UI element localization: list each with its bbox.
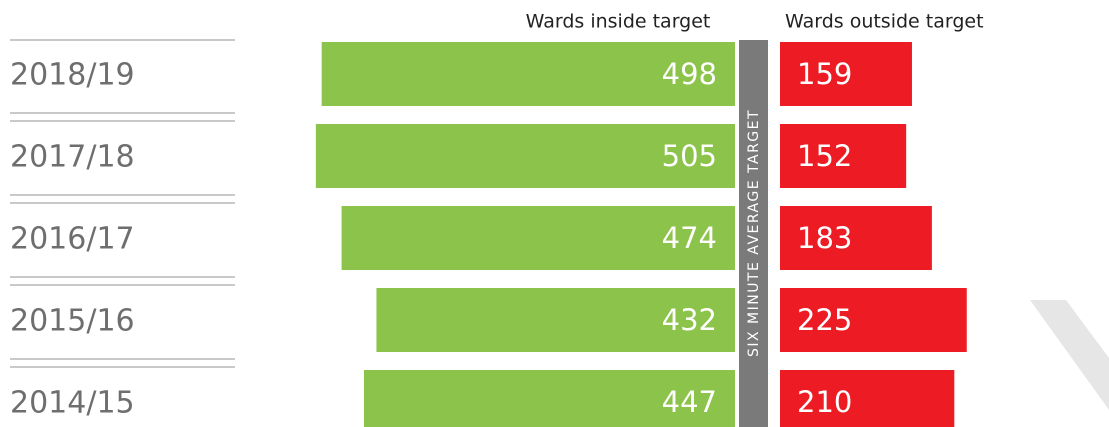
bar bbox=[363, 370, 735, 427]
bar bbox=[780, 370, 955, 427]
value-label: 432 bbox=[662, 303, 717, 337]
target-label: SIX MINUTE AVERAGE TARGET bbox=[746, 109, 762, 357]
decoration bbox=[1030, 300, 1109, 410]
category-label: 2015/16 bbox=[10, 304, 135, 339]
target-bar bbox=[739, 40, 768, 427]
series-header: Wards outside target bbox=[785, 11, 984, 33]
value-label: 505 bbox=[662, 139, 717, 173]
value-label: 210 bbox=[797, 385, 852, 419]
bar bbox=[315, 124, 735, 188]
value-label: 152 bbox=[797, 139, 852, 173]
value-label: 159 bbox=[797, 57, 852, 91]
bar bbox=[341, 206, 735, 270]
category-label: 2016/17 bbox=[10, 222, 135, 257]
bar bbox=[780, 42, 912, 106]
category-label: 2018/19 bbox=[10, 58, 135, 93]
category-label: 2014/15 bbox=[10, 386, 135, 421]
bar bbox=[780, 124, 907, 188]
bar bbox=[376, 288, 735, 352]
bar bbox=[780, 206, 932, 270]
value-label: 225 bbox=[797, 303, 852, 337]
value-label: 183 bbox=[797, 221, 852, 255]
category-label: 2017/18 bbox=[10, 140, 135, 175]
value-label: 498 bbox=[662, 57, 717, 91]
series-header: Wards inside target bbox=[526, 11, 711, 33]
value-label: 447 bbox=[662, 385, 717, 419]
value-label: 474 bbox=[662, 221, 717, 255]
bar bbox=[321, 42, 735, 106]
bar bbox=[780, 288, 967, 352]
